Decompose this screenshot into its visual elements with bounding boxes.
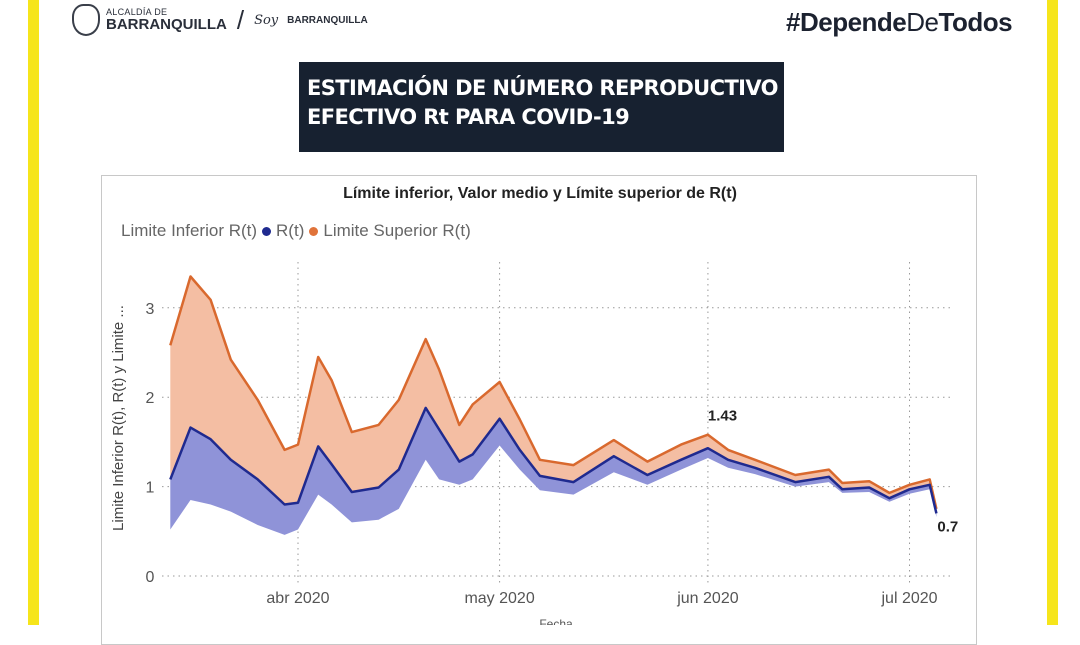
soy-text: Soy xyxy=(254,12,279,28)
y-tick-label: 1 xyxy=(146,480,155,497)
city-seal-icon xyxy=(72,4,100,36)
banner-title: ESTIMACIÓN DE NÚMERO REPRODUCTIVO EFECTI… xyxy=(299,62,784,152)
legend-dot-mean-icon xyxy=(262,226,272,236)
x-axis-label: Fecha xyxy=(539,617,573,625)
lower-band-area xyxy=(170,407,937,535)
data-label: 0.7 xyxy=(937,518,958,535)
upper-band-area xyxy=(170,276,937,514)
soy-brand-text: BARRANQUILLA xyxy=(287,14,368,26)
hashtag-part: De xyxy=(906,7,939,37)
banner-line-1: ESTIMACIÓN DE NÚMERO REPRODUCTIVO xyxy=(307,76,779,100)
hashtag-part: Todos xyxy=(938,7,1013,37)
legend-mean: R(t) xyxy=(276,221,305,240)
logo-big-text: BARRANQUILLA xyxy=(106,16,227,33)
legend-dot-upper-icon xyxy=(309,226,319,236)
x-tick-label: jul 2020 xyxy=(880,590,937,607)
legend-upper: Limite Superior R(t) xyxy=(323,221,471,240)
yellow-frame-right xyxy=(1047,0,1058,625)
rt-chart: Límite inferior, Valor medio y Límite su… xyxy=(110,185,958,625)
hashtag-part: #Depende xyxy=(786,7,907,37)
chart-title: Límite inferior, Valor medio y Límite su… xyxy=(343,185,737,202)
mean-rt-line xyxy=(169,406,938,514)
legend: Limite Inferior R(t) R(t) Limite Superio… xyxy=(121,221,471,241)
x-tick-label: jun 2020 xyxy=(676,590,738,607)
y-tick-label: 3 xyxy=(146,301,155,318)
yellow-frame-left xyxy=(28,0,39,625)
y-axis-label: Limite Inferior R(t), R(t) y Limite ... xyxy=(110,305,127,531)
logo-divider: / xyxy=(236,4,245,35)
y-tick-label: 2 xyxy=(146,390,155,407)
legend-lower: Limite Inferior R(t) xyxy=(121,221,258,240)
logo-small-text: ALCALDÍA DE xyxy=(106,7,168,17)
hashtag: #DependeDeTodos xyxy=(786,7,1013,38)
x-tick-label: may 2020 xyxy=(464,590,534,607)
x-tick-label: abr 2020 xyxy=(266,590,329,607)
data-label: 1.43 xyxy=(708,408,737,425)
alcaldia-logo: ALCALDÍA DE BARRANQUILLA / Soy BARRANQUI… xyxy=(72,4,368,36)
y-tick-label: 0 xyxy=(146,569,155,586)
banner-line-2: EFECTIVO Rt PARA COVID-19 xyxy=(307,105,630,129)
upper-limit-line xyxy=(169,275,938,510)
